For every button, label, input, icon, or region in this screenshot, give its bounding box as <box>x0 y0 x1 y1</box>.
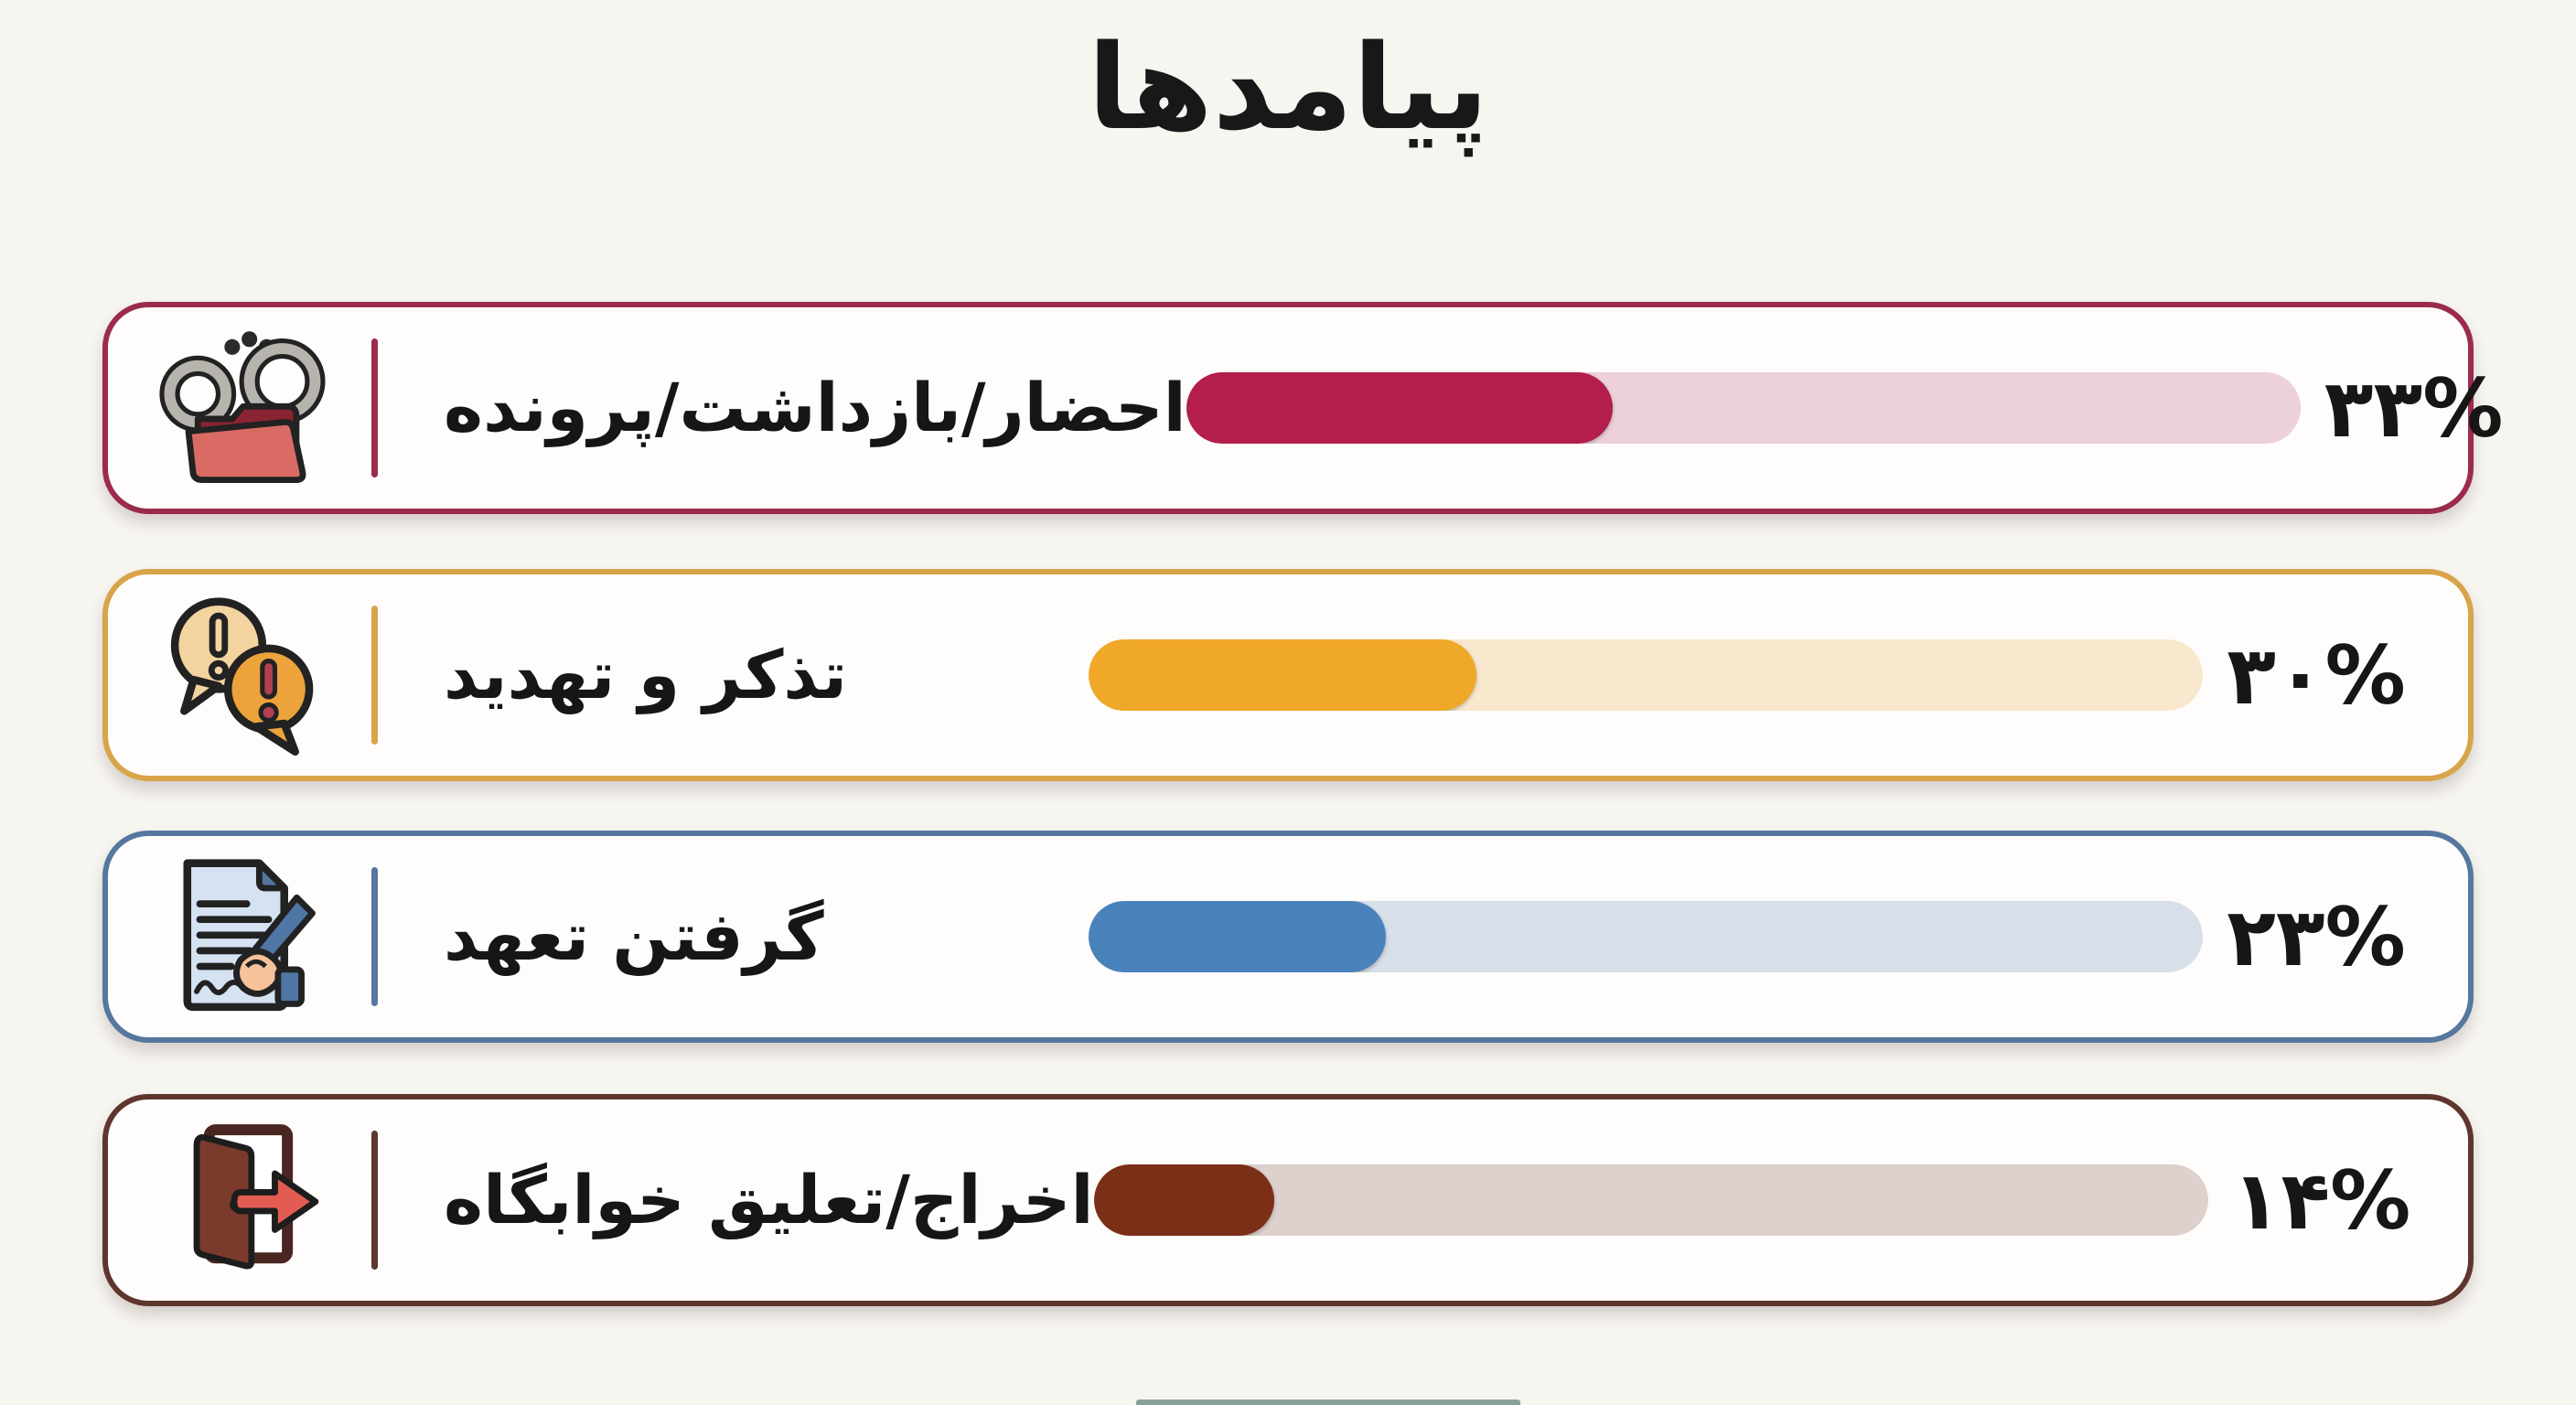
warning-bubbles-icon <box>170 597 314 756</box>
exit-door-icon <box>193 1124 319 1270</box>
accent-divider <box>371 867 378 1006</box>
row-label: تذکر و تهدید <box>444 636 847 714</box>
percent-label: ۱۴% <box>2231 1153 2411 1248</box>
bar-fill <box>1089 639 1476 711</box>
row-label: احضار/بازداشت/پرونده <box>444 369 1186 447</box>
consequence-card-warning: تذکر و تهدید ۳۰% <box>102 569 2474 781</box>
signing-document-icon <box>183 859 316 1012</box>
icon-box <box>139 585 351 765</box>
consequence-card-summons: احضار/بازداشت/پرونده ۳۳% <box>102 302 2503 514</box>
icon-box <box>139 847 351 1026</box>
percent-label: ۳۰% <box>2227 627 2406 723</box>
page-title: پیامدها <box>1087 20 1489 156</box>
row-label: اخراج/تعلیق خوابگاه <box>444 1161 1094 1239</box>
handcuffs-folder-icon <box>159 331 327 484</box>
consequence-card-expulsion: اخراج/تعلیق خوابگاه ۱۴% <box>102 1094 2474 1306</box>
accent-divider <box>371 338 378 477</box>
bar-track <box>1093 1164 2208 1236</box>
bar-track <box>1186 372 2301 444</box>
row-label: گرفتن تعهد <box>444 897 824 976</box>
icon-box <box>139 1110 351 1290</box>
percent-label: ۲۳% <box>2227 889 2406 984</box>
percent-label: ۳۳% <box>2324 360 2504 456</box>
consequence-card-pledge: گرفتن تعهد ۲۳% <box>102 831 2474 1043</box>
accent-divider <box>371 606 378 745</box>
bottom-edge-sliver <box>1136 1400 1520 1405</box>
bar-fill <box>1186 372 1613 444</box>
bar-track <box>1089 901 2203 972</box>
icon-box <box>139 318 351 498</box>
bar-track <box>1089 639 2203 711</box>
bar-fill <box>1093 1164 1275 1236</box>
bar-fill <box>1089 901 1386 972</box>
accent-divider <box>371 1131 378 1270</box>
